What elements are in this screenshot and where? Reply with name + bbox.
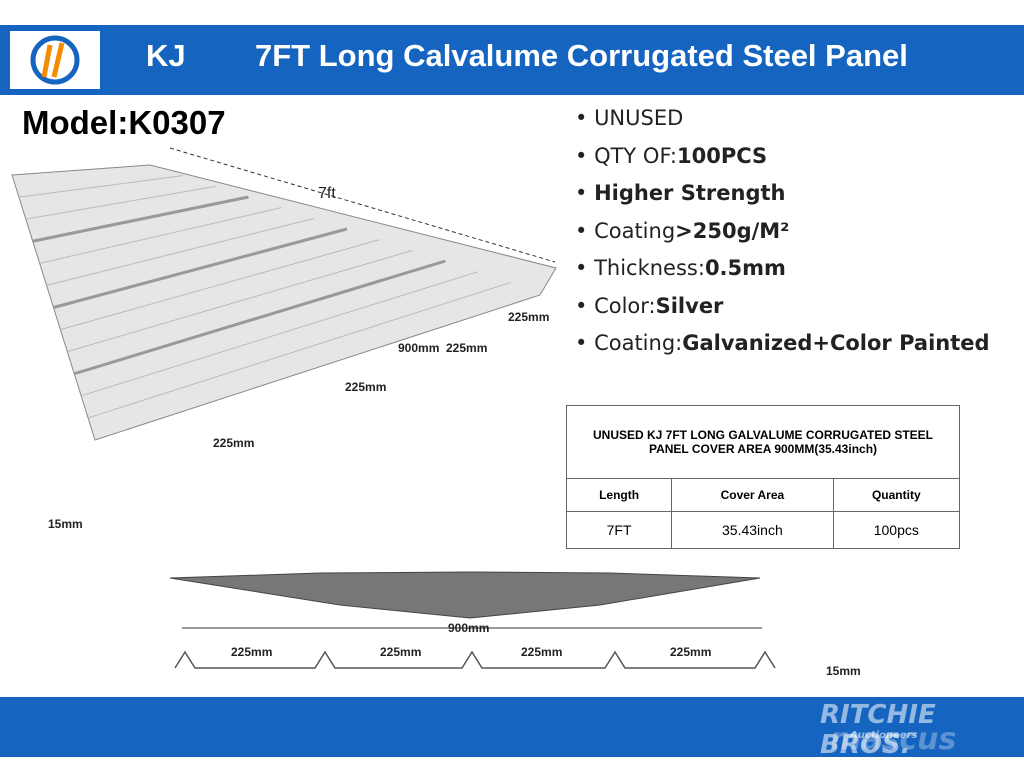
dimension-label: 15mm [48,517,83,531]
feature-text: QTY OF: [594,143,677,168]
feature: QTY OF:100PCS [575,138,990,176]
logo [10,31,100,89]
rib [81,271,479,397]
feature: UNUSED [575,100,990,138]
rib [87,281,512,419]
watermark: RITCHIE BROS. [820,700,936,760]
profile-line [174,650,776,669]
page-title: 7FT Long Calvalume Corrugated Steel Pane… [255,38,908,73]
feature-text: Thickness: [594,256,705,280]
dimension-label: 225mm [521,645,563,659]
rib [18,175,183,198]
feature-strong: 100PCS [676,143,768,168]
logo-icon [30,35,80,85]
header-bar [0,25,1024,95]
dimension-label: 7ft [318,185,336,202]
dimension-label: 225mm [231,645,273,659]
rib [60,239,380,331]
table-cell: 7FT [565,511,673,549]
dimension-line [169,147,556,263]
rib [25,185,216,220]
spec-table: UNUSED KJ 7FT LONG GALVALUME CORRUGATED … [565,405,961,549]
rib [67,249,413,353]
feature-strong: 0.5mm [704,256,786,280]
rib [39,207,282,264]
feature: Coating>250g/M² [575,213,990,251]
feature: Higher Strength [575,175,990,213]
cross-section [169,571,761,619]
feature-text: UNUSED [594,106,684,130]
feature: Coating:Galvanized+Color Painted [575,325,990,363]
dimension-label: 225mm [345,380,387,394]
dimension-label: 900mm [398,341,440,355]
table-title: UNUSED KJ 7FT LONG GALVALUME CORRUGATED … [566,405,960,479]
dimension-label: 225mm [670,645,712,659]
rib [32,195,249,243]
table-cell: 35.43inch [671,511,834,549]
feature-strong: Silver [655,293,724,318]
feature-text: Color: [594,293,656,318]
feature-text: Coating [594,218,676,243]
footer-bar [0,697,1024,757]
dimension-label: 225mm [213,436,255,450]
brand: KJ [146,38,186,73]
dimension-label: 15mm [826,664,861,678]
feature: Thickness:0.5mm [575,250,990,288]
watermark: Auctioneers [850,730,918,741]
feature-strong: >250g/M² [675,218,790,243]
model: Model:K0307 [22,104,226,141]
rib [46,217,315,286]
dimension-label: 225mm [446,341,488,355]
feature-strong: Higher Strength [594,181,786,205]
feature-text: Coating: [594,331,683,355]
drawing [11,147,776,669]
table-header: Quantity [832,478,961,512]
table-header: Cover Area [671,478,834,512]
watermark: mascus [830,722,957,757]
feature-list: UNUSED QTY OF:100PCS Higher Strength Coatin… [575,100,990,363]
rib [73,259,446,376]
feature-strong: Galvanized+Color Painted [682,331,990,355]
feature: Color:Silver [575,288,990,326]
steel-sheet [11,164,557,441]
table-cell: 100pcs [832,511,961,549]
table-header: Length [565,478,673,512]
rib [53,227,348,309]
dimension-label: 900mm [448,621,490,635]
dimension-label: 225mm [508,310,550,324]
dimension-label: 225mm [380,645,422,659]
